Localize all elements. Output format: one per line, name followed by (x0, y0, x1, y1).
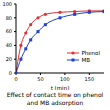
svg-text:0: 0 (9, 70, 12, 76)
html-text:MB: MB (81, 57, 90, 63)
html-text:Effect of contact time on phen: Effect of contact time on phenol and MB … (6, 91, 104, 106)
svg-text:20: 20 (8, 56, 12, 62)
html-text:Phenol: Phenol (81, 50, 100, 56)
svg-text:100: 100 (60, 76, 70, 82)
svg-text:40: 40 (8, 42, 12, 48)
svg-text:80: 80 (8, 15, 12, 21)
svg-text:t (min): t (min) (51, 85, 70, 90)
svg-text:50: 50 (37, 76, 43, 82)
svg-text:100: 100 (8, 1, 12, 7)
svg-text:0: 0 (14, 76, 17, 82)
svg-text:150: 150 (85, 76, 95, 82)
svg-text:60: 60 (8, 28, 12, 34)
